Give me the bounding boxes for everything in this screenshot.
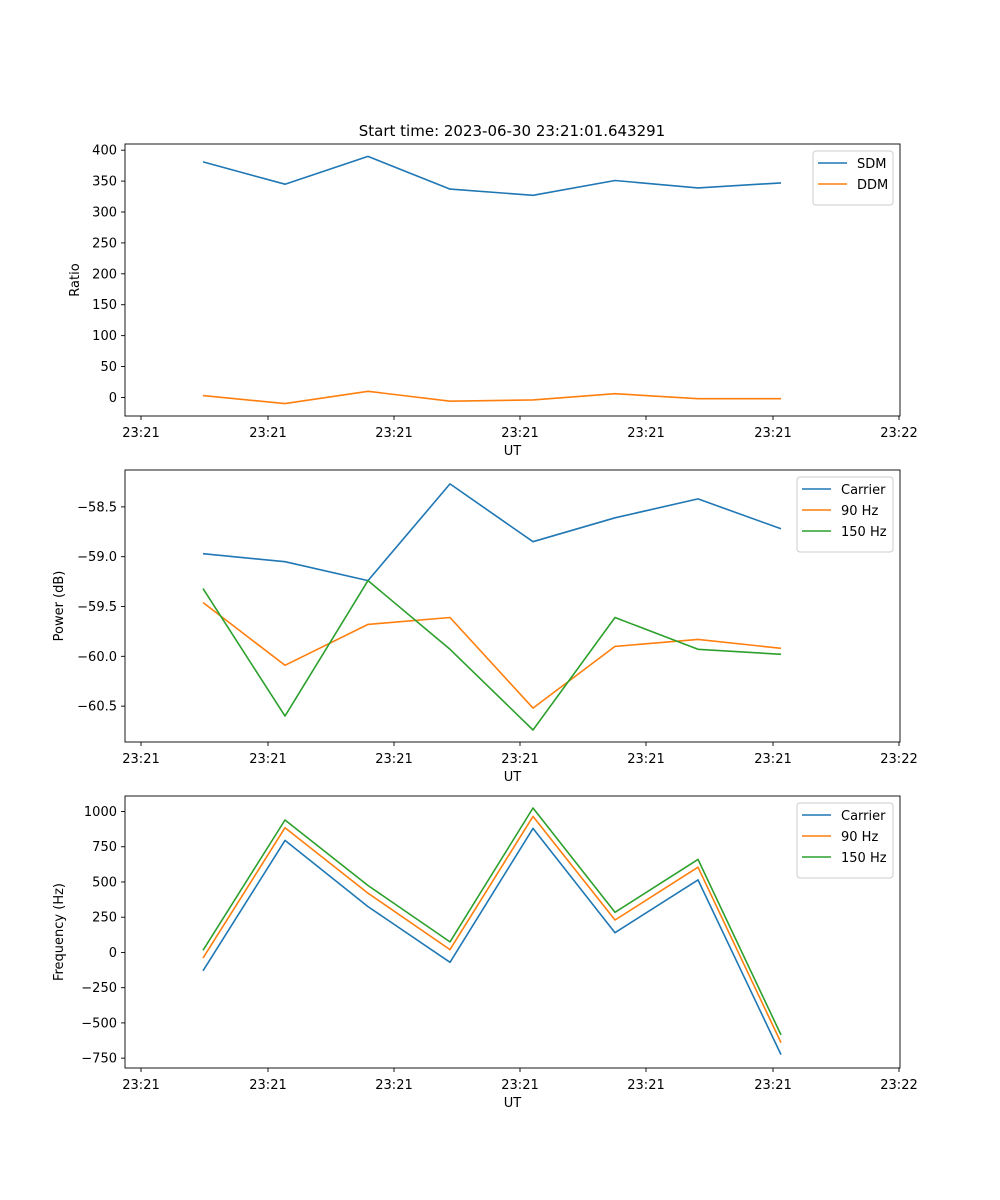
x-tick-label: 23:21 — [501, 1078, 538, 1093]
legend-label: 150 Hz — [841, 525, 887, 540]
x-axis-label: UT — [504, 770, 522, 785]
legend: SDM DDM — [812, 150, 894, 206]
legend-label: 90 Hz — [841, 830, 878, 845]
legend-label: Carrier — [841, 809, 886, 824]
x-tick-label: 23:21 — [122, 426, 159, 441]
chart-panel-3: 23:21 23:21 23:21 23:21 23:21 23:21 23:22 1000 7… — [52, 795, 918, 1111]
chart-panels: 23:21 23:21 23:21 23:21 23:21 23:21 23:22 0 50 10… — [52, 143, 918, 1111]
series-line-150-hz — [202, 579, 782, 731]
figure-title: Start time: 2023-06-30 23:21:01.643291 — [359, 122, 665, 140]
y-axis-label: Power (dB) — [52, 571, 67, 642]
y-tick-label: 500 — [92, 875, 117, 890]
legend-label: SDM — [857, 157, 886, 172]
legend: Carrier 90 Hz 150 Hz — [796, 476, 894, 553]
y-tick-label: 200 — [92, 267, 117, 282]
y-tick-label: 0 — [109, 391, 117, 406]
series-line-90-hz — [202, 601, 782, 709]
chart-panel-2: 23:21 23:21 23:21 23:21 23:21 23:21 23:22 −58.5… — [52, 469, 918, 785]
y-tick-label: 0 — [109, 946, 117, 961]
x-tick-label: 23:22 — [880, 426, 917, 441]
axes-frame — [124, 143, 901, 417]
legend-box — [796, 476, 894, 553]
x-tick-label: 23:21 — [627, 1078, 664, 1093]
y-tick-label: −58.5 — [77, 500, 117, 515]
legend-label: Carrier — [841, 483, 886, 498]
y-tick-label: −60.5 — [77, 700, 117, 715]
legend-box — [812, 150, 894, 206]
series-line-150-hz — [202, 807, 782, 1036]
legend-label: 90 Hz — [841, 504, 878, 519]
series-line-carrier — [202, 483, 782, 582]
y-axis-label: Frequency (Hz) — [52, 883, 67, 981]
y-tick-label: 400 — [92, 144, 117, 159]
y-tick-label: 50 — [100, 360, 117, 375]
y-tick-label: −250 — [81, 981, 117, 996]
y-tick-label: 250 — [92, 911, 117, 926]
x-tick-label: 23:21 — [249, 426, 286, 441]
y-tick-label: 150 — [92, 298, 117, 313]
series-line-ddm — [202, 390, 781, 405]
series-line-carrier — [202, 827, 782, 1055]
x-tick-label: 23:21 — [627, 426, 664, 441]
x-tick-label: 23:21 — [122, 1078, 159, 1093]
axes-frame — [124, 469, 901, 743]
x-tick-label: 23:22 — [880, 1078, 917, 1093]
x-axis-label: UT — [504, 444, 522, 459]
legend: Carrier 90 Hz 150 Hz — [796, 802, 894, 879]
axes-frame — [124, 795, 901, 1069]
legend-label: DDM — [857, 178, 888, 193]
x-tick-label: 23:21 — [754, 1078, 791, 1093]
x-tick-label: 23:21 — [627, 752, 664, 767]
x-tick-label: 23:22 — [880, 752, 917, 767]
y-tick-label: 350 — [92, 175, 117, 190]
x-tick-label: 23:21 — [375, 752, 412, 767]
x-tick-label: 23:21 — [375, 1078, 412, 1093]
y-tick-label: 750 — [92, 840, 117, 855]
y-axis-label: Ratio — [68, 263, 83, 296]
x-tick-label: 23:21 — [375, 426, 412, 441]
x-axis-label: UT — [504, 1096, 522, 1111]
x-tick-label: 23:21 — [249, 752, 286, 767]
y-tick-label: 100 — [92, 329, 117, 344]
x-tick-label: 23:21 — [501, 752, 538, 767]
series-line-90-hz — [202, 815, 782, 1043]
x-tick-label: 23:21 — [754, 426, 791, 441]
y-tick-label: −60.0 — [77, 650, 117, 665]
x-tick-label: 23:21 — [249, 1078, 286, 1093]
y-tick-label: −59.0 — [77, 550, 117, 565]
x-tick-label: 23:21 — [754, 752, 791, 767]
y-tick-label: −59.5 — [77, 600, 117, 615]
legend-label: 150 Hz — [841, 851, 887, 866]
y-tick-label: 300 — [92, 206, 117, 221]
y-tick-label: −500 — [81, 1016, 117, 1031]
y-tick-label: 1000 — [84, 805, 117, 820]
legend-box — [796, 802, 894, 879]
y-tick-label: 250 — [92, 236, 117, 251]
chart-panel-1: 23:21 23:21 23:21 23:21 23:21 23:21 23:22 0 50 10… — [68, 143, 918, 459]
x-tick-label: 23:21 — [122, 752, 159, 767]
y-tick-label: −750 — [81, 1052, 117, 1067]
x-tick-label: 23:21 — [501, 426, 538, 441]
series-line-sdm — [202, 155, 782, 197]
